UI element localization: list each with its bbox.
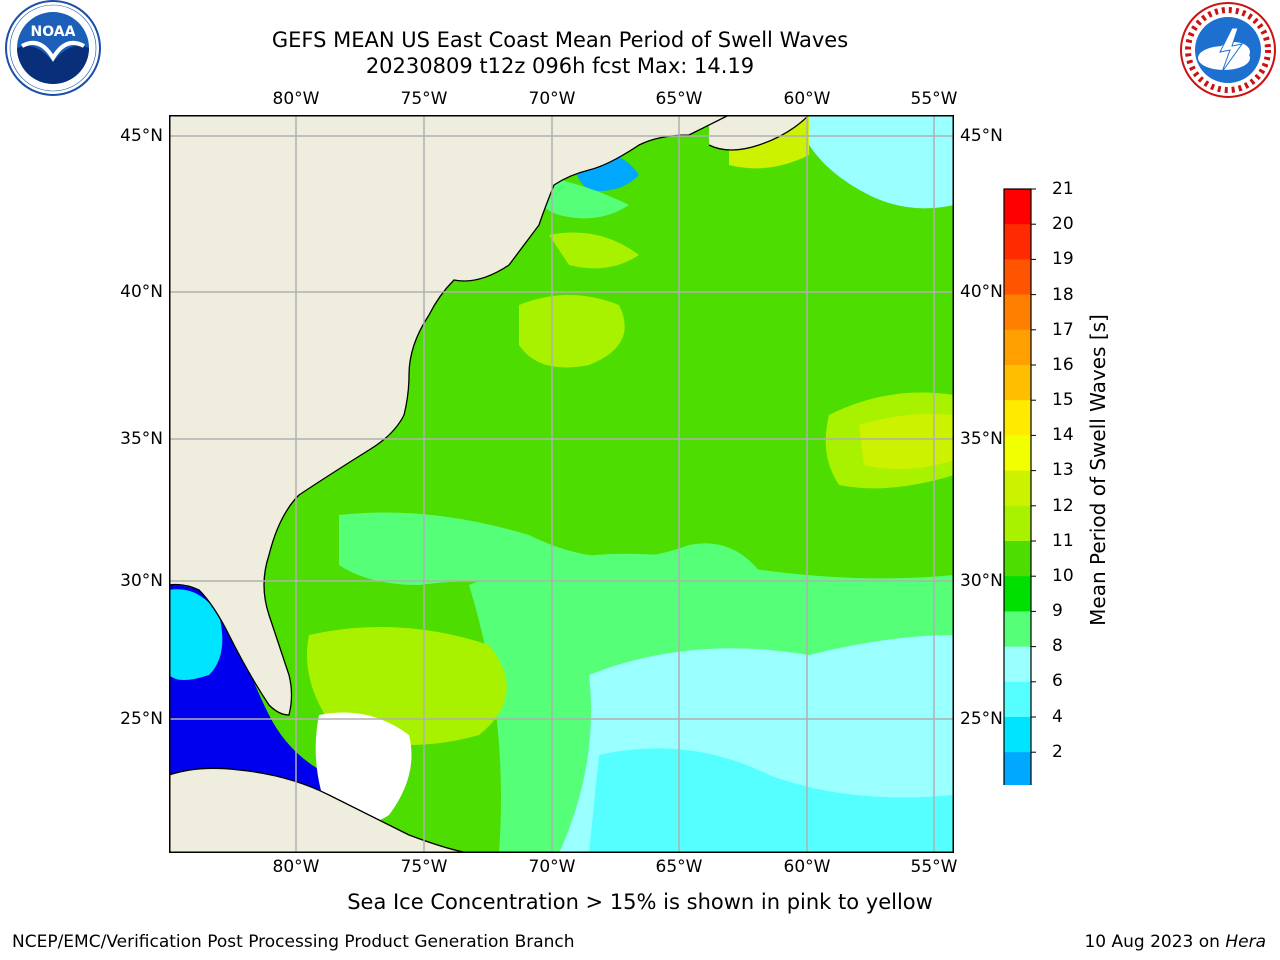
footer-date: 10 Aug 2023 on Hera bbox=[1084, 932, 1266, 952]
colorbar-segment bbox=[1004, 681, 1031, 718]
colorbar-tick-label: 21 bbox=[1052, 179, 1074, 199]
footer-date-text: 10 Aug 2023 on bbox=[1084, 932, 1226, 952]
land-cuba bbox=[169, 768, 469, 853]
colorbar-tick-label: 16 bbox=[1052, 355, 1074, 375]
colorbar-segment bbox=[1004, 717, 1031, 753]
lat-label-right: 30°N bbox=[960, 571, 1003, 591]
colorbar-segment bbox=[1004, 259, 1031, 296]
chart-subtitle: 20230809 t12z 096h fcst Max: 14.19 bbox=[365, 54, 755, 78]
colorbar-tick-label: 10 bbox=[1052, 566, 1074, 586]
lat-label-left: 35°N bbox=[120, 429, 163, 449]
colorbar-tick-label: 2 bbox=[1052, 742, 1063, 762]
lon-label-bottom: 75°W bbox=[400, 857, 448, 877]
lat-label-left: 30°N bbox=[120, 571, 163, 591]
lon-label-bottom: 55°W bbox=[910, 857, 958, 877]
swell-zone-12-13-north2 bbox=[549, 232, 639, 269]
footer-machine: Hera bbox=[1225, 932, 1266, 952]
gulf-of-maine-cyan bbox=[536, 175, 629, 219]
colorbar-tick-label: 13 bbox=[1052, 460, 1074, 480]
lon-label-top: 55°W bbox=[910, 89, 958, 109]
colorbar-segment bbox=[1004, 400, 1031, 436]
colorbar-tick-label: 8 bbox=[1052, 636, 1063, 656]
colorbar-segment bbox=[1004, 505, 1031, 542]
noaa-logo: NOAA bbox=[5, 0, 101, 96]
no-data-bahamas bbox=[315, 712, 412, 825]
colorbar-segment bbox=[1004, 294, 1031, 331]
lat-label-left: 40°N bbox=[120, 282, 163, 302]
colorbar-segment bbox=[1004, 541, 1031, 577]
graticule bbox=[169, 115, 954, 853]
colorbar-title: Mean Period of Swell Waves [s] bbox=[1086, 314, 1110, 626]
sea-ice-note: Sea Ice Concentration > 15% is shown in … bbox=[347, 890, 933, 914]
lon-label-bottom: 65°W bbox=[655, 857, 703, 877]
lat-label-left: 25°N bbox=[120, 709, 163, 729]
chart-title: GEFS MEAN US East Coast Mean Period of S… bbox=[271, 28, 849, 52]
lon-label-top: 65°W bbox=[655, 89, 703, 109]
gulf-cyan bbox=[169, 589, 223, 680]
colorbar-tick-label: 18 bbox=[1052, 285, 1074, 305]
coastline-us bbox=[169, 115, 730, 716]
colorbar-tick-label: 12 bbox=[1052, 496, 1074, 516]
footer-credit: NCEP/EMC/Verification Post Processing Pr… bbox=[12, 932, 575, 952]
lon-label-top: 70°W bbox=[528, 89, 576, 109]
lat-label-right: 45°N bbox=[960, 126, 1003, 146]
lon-label-bottom: 60°W bbox=[783, 857, 831, 877]
map-frame bbox=[169, 115, 954, 853]
colorbar-segment bbox=[1004, 646, 1031, 683]
colorbar-tick-label: 6 bbox=[1052, 671, 1063, 691]
colorbar-segment bbox=[1004, 365, 1031, 401]
lon-label-top: 60°W bbox=[783, 89, 831, 109]
lon-label-top: 75°W bbox=[400, 89, 448, 109]
colorbar-segment bbox=[1004, 470, 1031, 507]
swell-zone-9-10 bbox=[339, 512, 769, 590]
colorbar-segment bbox=[1004, 576, 1031, 612]
colorbar-tick-label: 4 bbox=[1052, 707, 1063, 727]
colorbar-segment bbox=[1004, 189, 1031, 225]
lon-label-top: 80°W bbox=[272, 89, 320, 109]
coastline-cuba bbox=[169, 767, 470, 853]
swell-zone-12-13-north bbox=[519, 295, 625, 368]
swell-period-map bbox=[169, 115, 954, 853]
colorbar-tick-label: 17 bbox=[1052, 320, 1074, 340]
colorbar-segment bbox=[1004, 752, 1031, 785]
land-us bbox=[169, 115, 729, 715]
lat-label-right: 40°N bbox=[960, 282, 1003, 302]
colorbar-segment bbox=[1004, 224, 1031, 260]
colorbar-segment bbox=[1004, 435, 1031, 472]
colorbar-tick-label: 20 bbox=[1052, 214, 1074, 234]
coastline-nova-scotia bbox=[708, 115, 810, 151]
colorbar-tick-label: 14 bbox=[1052, 425, 1074, 445]
lat-label-right: 25°N bbox=[960, 709, 1003, 729]
lon-label-bottom: 70°W bbox=[528, 857, 576, 877]
colorbar-tick-label: 15 bbox=[1052, 390, 1074, 410]
colorbar-tick-label: 11 bbox=[1052, 531, 1074, 551]
colorbar-tick-label: 9 bbox=[1052, 601, 1063, 621]
swell-zone-8-east bbox=[809, 115, 954, 209]
colorbar-segment bbox=[1004, 611, 1031, 648]
land-nova-scotia bbox=[709, 115, 809, 150]
swell-zone-6 bbox=[589, 748, 954, 853]
colorbar-segment bbox=[1004, 329, 1031, 366]
lat-label-right: 35°N bbox=[960, 429, 1003, 449]
lat-label-left: 45°N bbox=[120, 126, 163, 146]
nws-logo bbox=[1180, 2, 1276, 98]
colorbar bbox=[1003, 188, 1036, 785]
noaa-logo-text: NOAA bbox=[31, 24, 76, 40]
lon-label-bottom: 80°W bbox=[272, 857, 320, 877]
swell-zone-13-east bbox=[859, 413, 954, 469]
colorbar-tick-label: 19 bbox=[1052, 249, 1074, 269]
